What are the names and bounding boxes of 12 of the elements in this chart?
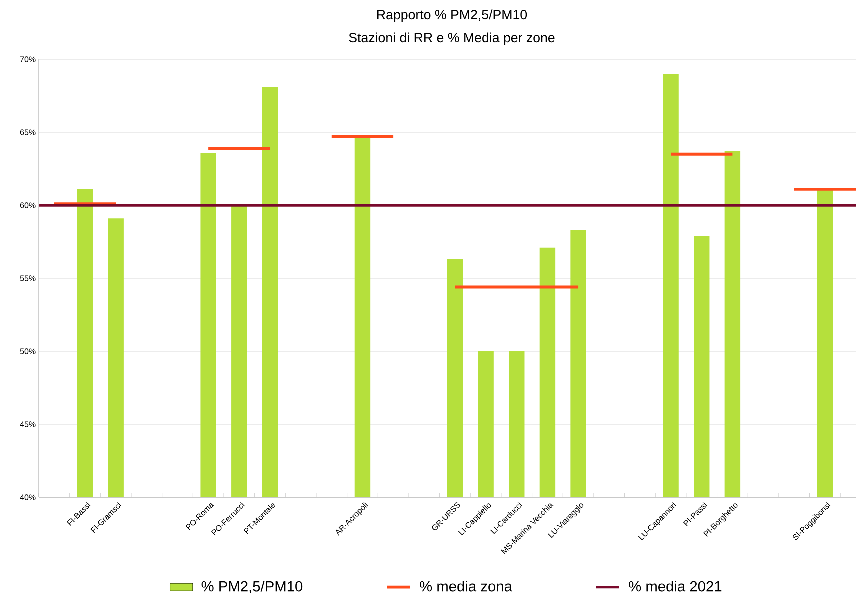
legend-label: % media zona — [420, 580, 512, 592]
y-tick-label: 50% — [20, 348, 36, 354]
y-tick-label: 45% — [20, 422, 36, 428]
y-tick-label: 60% — [20, 202, 36, 208]
legend-label: % PM2,5/PM10 — [202, 580, 303, 594]
legend-label: % media 2021 — [629, 580, 722, 592]
y-tick-label: 70% — [20, 56, 36, 62]
y-tick-label: 40% — [20, 494, 36, 500]
y-tick-label: 55% — [20, 276, 36, 282]
chart-title: Rapporto % PM2,5/PM10 — [378, 10, 528, 22]
chart-subtitle: Stazioni di RR e % Media per zone — [349, 32, 555, 46]
y-tick-label: 65% — [20, 130, 36, 136]
